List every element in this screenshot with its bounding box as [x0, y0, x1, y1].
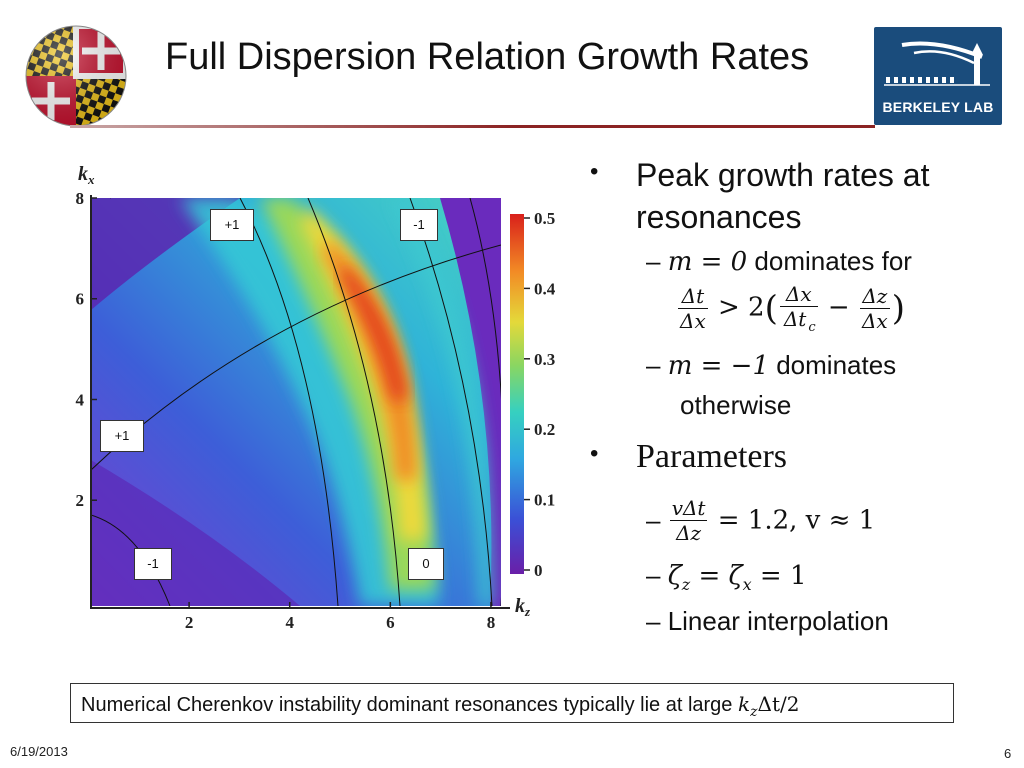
param-zeta: – ζz = ζx = 1 [646, 560, 807, 595]
x-tick-label: 8 [487, 613, 496, 630]
slide-title: Full Dispersion Relation Growth Rates [165, 36, 810, 78]
colorbar-tick-label: 0 [534, 561, 543, 580]
x-tick-label: 2 [185, 613, 194, 630]
y-tick-label: 8 [76, 189, 85, 208]
x-tick-label: 4 [285, 613, 294, 630]
param-courant: – vΔt Δz = 1.2, v ≈ 1 [646, 496, 876, 545]
y-axis-ticks: 2 4 6 8 [76, 189, 97, 510]
param-interpolation: – Linear interpolation [646, 606, 889, 636]
resonance-label: -1 [134, 548, 172, 580]
colorbar-tick-label: 0.1 [534, 491, 555, 510]
berkeley-lab-wordmark: BERKELEY LAB [882, 99, 994, 115]
fraction-dt-dx: Δt Δx [678, 284, 708, 333]
resonance-label: -1 [400, 209, 438, 241]
sub-bullet-m0: – m = 0 dominates for [646, 246, 912, 277]
growth-rate-heatmap: 2 4 6 8 2 4 6 8 kx kz 0 0.1 0.2 0.3 0.4 0.5 [76, 163, 556, 630]
condition-inequality: Δt Δx > 2(Δx Δt c − Δz Δx) [678, 282, 905, 335]
bullet-dot: • [590, 158, 599, 185]
colorbar-tick-label: 0.2 [534, 420, 555, 439]
plot-axes [90, 195, 510, 609]
y-tick-label: 2 [76, 491, 85, 510]
fraction-dx-dtc: Δx Δt c [779, 282, 818, 335]
university-maryland-logo [25, 25, 127, 127]
y-tick-label: 6 [76, 290, 85, 309]
x-axis-ticks: 2 4 6 8 [185, 602, 495, 630]
colorbar [510, 214, 524, 574]
colorbar-ticks: 0 0.1 0.2 0.3 0.4 0.5 [524, 209, 556, 580]
berkeley-lab-emblem-icon [884, 41, 990, 86]
conclusion-box: Numerical Cherenkov instability dominant… [70, 683, 954, 723]
sub-bullet-otherwise: otherwise [680, 390, 792, 420]
sub-bullet-m-1: – m = −1 dominates [646, 350, 897, 381]
page-number: 6 [1004, 746, 1012, 761]
colorbar-tick-label: 0.3 [534, 350, 555, 369]
x-tick-label: 6 [386, 613, 395, 630]
x-axis-label: kz [515, 595, 531, 619]
y-axis-label: kx [78, 163, 95, 187]
bullet-dot: • [590, 440, 599, 467]
resonance-label: +1 [100, 420, 144, 452]
resonance-label: +1 [210, 209, 254, 241]
fraction-dz-dx: Δz Δx [859, 284, 890, 333]
berkeley-lab-logo: BERKELEY LAB [874, 27, 1002, 125]
slide-date: 6/19/2013 [10, 744, 68, 759]
colorbar-tick-label: 0.5 [534, 209, 555, 228]
colorbar-tick-label: 0.4 [534, 279, 556, 298]
bullet-parameters: Parameters [636, 438, 788, 475]
title-divider [70, 125, 875, 128]
bullet-peak-growth: Peak growth rates at resonances [636, 157, 930, 235]
resonance-label: 0 [408, 548, 444, 580]
fraction-vdt-dz: vΔt Δz [669, 496, 708, 545]
y-tick-label: 4 [76, 390, 85, 409]
